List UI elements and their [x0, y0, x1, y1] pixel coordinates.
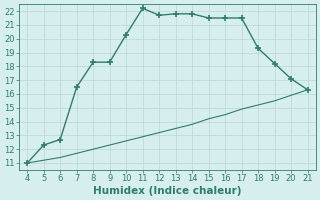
- X-axis label: Humidex (Indice chaleur): Humidex (Indice chaleur): [93, 186, 242, 196]
